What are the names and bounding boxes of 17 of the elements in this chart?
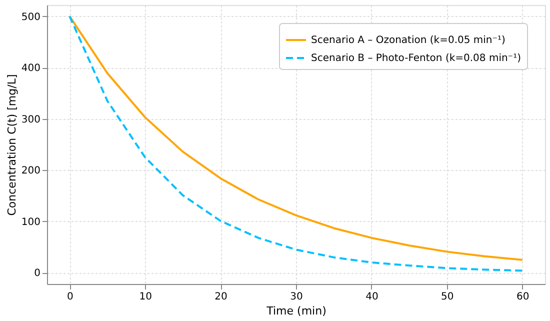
x-tick-label: 60 — [516, 292, 530, 302]
y-axis-title: Concentration C(t) [mg/L] — [5, 74, 18, 216]
x-tick-label: 40 — [366, 292, 378, 302]
y-tick-label: 500 — [21, 12, 40, 23]
x-tick-label: 50 — [441, 292, 454, 302]
y-tick-label: 300 — [21, 114, 40, 126]
y-tick-label: 0 — [34, 268, 40, 280]
y-tick-label: 200 — [21, 166, 40, 177]
x-tick-label: 0 — [66, 292, 74, 302]
legend-label: Scenario B – Photo-Fenton (k=0.08 min⁻¹) — [311, 53, 522, 64]
y-tick-label: 400 — [21, 63, 40, 74]
legend-label: Scenario A – Ozonation (k=0.05 min⁻¹) — [311, 35, 506, 46]
x-axis-title: Time (min) — [266, 304, 326, 318]
x-tick-label: 10 — [139, 292, 152, 302]
y-tick-label: 100 — [21, 216, 40, 228]
x-tick-label: 20 — [214, 292, 228, 302]
x-tick-label: 30 — [290, 292, 303, 302]
